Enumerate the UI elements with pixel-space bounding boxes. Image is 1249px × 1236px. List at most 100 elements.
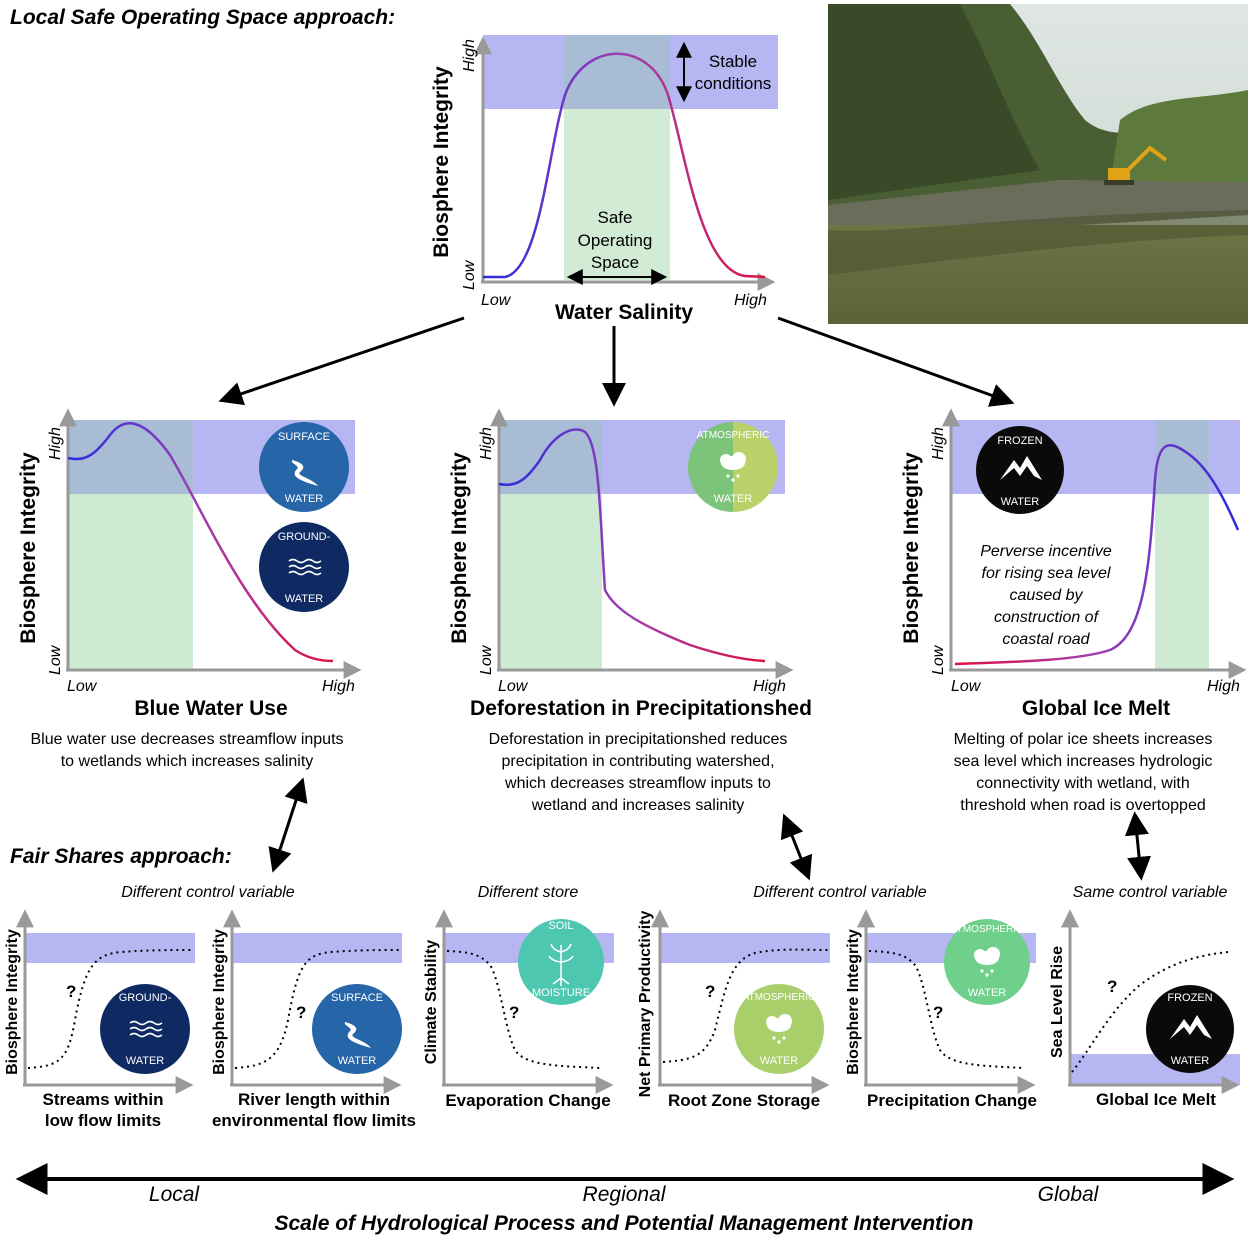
blue-water-curve [67,422,334,663]
arrow-to-blue-water [218,316,465,406]
svg-text:SOIL: SOIL [548,920,573,932]
svg-text:?: ? [1107,977,1117,996]
top-x-low: Low [481,292,512,309]
small-chart-evaporation: ? SOIL MOISTURE Climate Stability Evapor… [423,909,614,1110]
scale-global: Global [1038,1183,1100,1206]
ice-melt-note-1: Perverse incentive [980,543,1112,560]
ice-melt-note-4: construction of [994,609,1100,626]
frozen-water-badge: FROZEN WATER [976,426,1064,514]
blue-water-y-label: Biosphere Integrity [17,452,40,644]
svg-text:WATER: WATER [1171,1055,1210,1067]
svg-text:GROUND-: GROUND- [278,531,331,543]
x-low: Low [498,678,529,695]
svg-text:WATER: WATER [968,987,1007,999]
ice-melt-note-3: caused by [1010,587,1084,604]
svg-text:?: ? [705,982,715,1001]
deforestation-curve [498,428,766,663]
surface-water-badge: SURFACE WATER [312,984,402,1074]
top-response-curve [483,52,766,279]
atmospheric-water-badge: ATMOSPHERIC WATER [944,919,1030,1005]
top-x-high: High [734,292,767,309]
mangrove-photo [828,4,1248,324]
ice-melt-desc-4: threshold when road is overtopped [960,797,1206,814]
y-low: Low [478,644,495,675]
svg-text:environmental flow limits: environmental flow limits [212,1111,416,1130]
svg-text:MOISTURE: MOISTURE [532,987,590,999]
svg-text:ATMOSPHERIC: ATMOSPHERIC [697,430,770,441]
link-arrow-3 [1124,811,1152,881]
svg-text:Net Primary Productivity: Net Primary Productivity [637,911,654,1098]
ice-melt-note-5: coastal road [1002,631,1090,648]
svg-text:Sea Level Rise: Sea Level Rise [1049,946,1066,1058]
svg-text:?: ? [66,982,76,1001]
deforestation-desc-1: Deforestation in precipitationshed reduc… [489,731,788,748]
x-high: High [753,678,786,695]
svg-text:Root Zone Storage: Root Zone Storage [668,1091,820,1110]
mountain-icon [1170,1015,1212,1039]
svg-text:?: ? [509,1003,519,1022]
overlap-region [564,35,670,109]
waves-icon [129,1020,163,1038]
svg-text:Biosphere Integrity: Biosphere Integrity [211,929,228,1075]
mountain-icon [1000,456,1042,480]
svg-text:SURFACE: SURFACE [331,992,383,1004]
safe-label-2: Operating [578,231,653,250]
blue-water-desc-2: to wetlands which increases salinity [61,753,314,770]
group-label-2: Different store [478,884,579,901]
stream-icon [291,460,318,486]
cloud-rain-icon [766,1014,792,1044]
ice-melt-desc-2: sea level which increases hydrologic [954,753,1213,770]
frozen-water-badge: FROZEN WATER [1146,985,1234,1073]
atmospheric-water-badge: ATMOSPHERIC WATER [688,422,778,512]
y-high: High [47,427,64,460]
blue-water-desc-1: Blue water use decreases streamflow inpu… [30,731,343,748]
svg-text:WATER: WATER [126,1055,165,1067]
local-approach-title: Local Safe Operating Space approach: [10,6,395,29]
svg-text:WATER: WATER [714,493,753,505]
svg-text:FROZEN: FROZEN [1167,992,1212,1004]
top-x-label: Water Salinity [555,301,693,324]
blue-water-chart: Biosphere Integrity High Low Low High Bl… [17,408,362,770]
blue-water-title: Blue Water Use [134,697,287,720]
stream-icon [344,1022,371,1048]
link-arrow-2 [780,813,813,881]
groundwater-badge: GROUND- WATER [100,984,190,1074]
surface-water-badge: SURFACE WATER [259,422,349,512]
ice-melt-chart: Biosphere Integrity High Low Low High Pe… [900,408,1247,814]
group-label-1: Different control variable [121,884,295,901]
cloud-rain-icon [720,452,746,482]
deforestation-desc-4: wetland and increases salinity [531,797,745,814]
group-label-4: Same control variable [1073,884,1228,901]
svg-text:Evaporation Change: Evaporation Change [445,1091,610,1110]
cloud-rain-icon [974,947,1000,977]
svg-text:ATMOSPHERIC: ATMOSPHERIC [951,924,1024,935]
ice-melt-curve [954,444,1240,666]
arrow-to-ice-melt [777,316,1015,407]
svg-text:WATER: WATER [1001,496,1040,508]
svg-text:Precipitation Change: Precipitation Change [867,1091,1037,1110]
plant-icon [548,943,574,986]
small-chart-river-length: ? SURFACE WATER Biosphere Integrity Rive… [211,909,416,1130]
svg-text:GROUND-: GROUND- [119,992,172,1004]
svg-text:SURFACE: SURFACE [278,431,330,443]
deforestation-desc-3: which decreases streamflow inputs to [504,775,771,792]
x-high: High [322,678,355,695]
top-chart: Stable conditions Safe Operating Space B… [430,35,778,324]
top-y-label: Biosphere Integrity [430,66,453,258]
svg-text:FROZEN: FROZEN [997,435,1042,447]
safe-label-1: Safe [598,208,633,227]
small-chart-root-zone: ? ATMOSPHERIC WATER Net Primary Producti… [637,909,830,1110]
fair-shares-title: Fair Shares approach: [10,845,232,868]
deforestation-y-label: Biosphere Integrity [448,452,471,644]
deforestation-chart: Biosphere Integrity High Low Low High De… [448,408,812,814]
top-y-low: Low [461,259,478,290]
soil-moisture-badge: SOIL MOISTURE [518,919,604,1005]
svg-text:WATER: WATER [760,1055,799,1067]
atmospheric-water-badge: ATMOSPHERIC WATER [734,984,824,1074]
deforestation-desc-2: precipitation in contributing watershed, [501,753,774,770]
x-high: High [1207,678,1240,695]
ice-melt-desc-3: connectivity with wetland, with [976,775,1189,792]
scale-local: Local [149,1183,201,1206]
waves-icon [288,558,322,576]
svg-text:low flow limits: low flow limits [45,1111,161,1130]
